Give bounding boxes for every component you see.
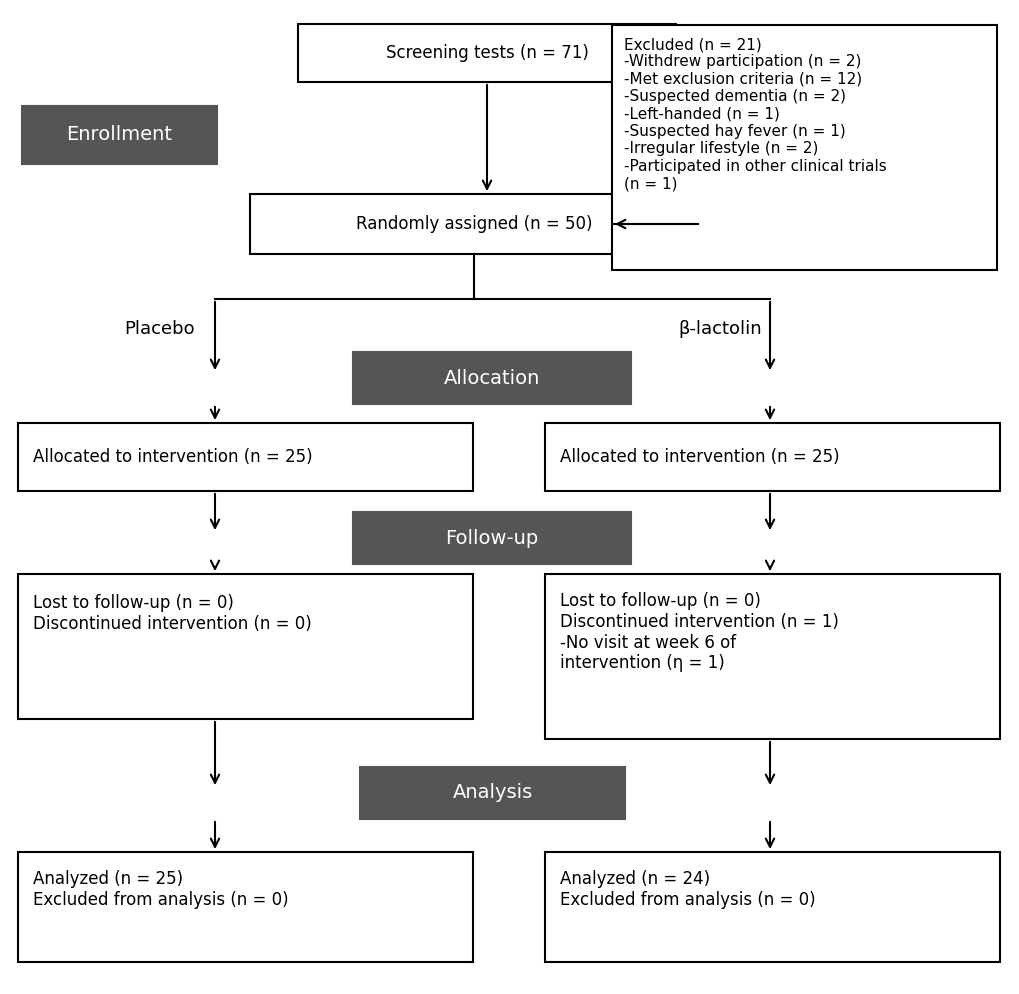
Text: Lost to follow-up (n = 0)
Discontinued intervention (n = 1)
-No visit at week 6 : Lost to follow-up (n = 0) Discontinued i… — [559, 592, 838, 672]
Bar — [544, 574, 999, 739]
Bar — [611, 25, 996, 270]
Text: Analysis: Analysis — [452, 783, 532, 802]
Bar — [18, 574, 473, 719]
Text: Lost to follow-up (n = 0)
Discontinued intervention (n = 0): Lost to follow-up (n = 0) Discontinued i… — [33, 594, 312, 633]
Bar — [544, 423, 999, 491]
Bar — [18, 852, 473, 962]
Text: Screening tests (n = 71): Screening tests (n = 71) — [385, 44, 588, 62]
Bar — [360, 767, 625, 819]
Text: Analyzed (n = 25)
Excluded from analysis (n = 0): Analyzed (n = 25) Excluded from analysis… — [33, 870, 288, 909]
Bar — [544, 852, 999, 962]
Text: Excluded (n = 21)
-Withdrew participation (n = 2)
-Met exclusion criteria (n = 1: Excluded (n = 21) -Withdrew participatio… — [624, 37, 886, 191]
Bar — [18, 423, 473, 491]
Text: Enrollment: Enrollment — [66, 125, 172, 144]
Text: Analyzed (n = 24)
Excluded from analysis (n = 0): Analyzed (n = 24) Excluded from analysis… — [559, 870, 815, 909]
Bar — [298, 24, 676, 82]
Bar — [353, 352, 631, 404]
Text: Follow-up: Follow-up — [445, 529, 538, 548]
Text: β-lactolin: β-lactolin — [678, 320, 761, 338]
Bar — [353, 512, 631, 564]
Text: Randomly assigned (n = 50): Randomly assigned (n = 50) — [356, 215, 592, 233]
Bar — [22, 106, 217, 164]
Text: Placebo: Placebo — [124, 320, 195, 338]
Bar — [250, 194, 697, 254]
Text: Allocated to intervention (n = 25): Allocated to intervention (n = 25) — [559, 448, 839, 466]
Text: Allocation: Allocation — [443, 369, 540, 388]
Text: Allocated to intervention (n = 25): Allocated to intervention (n = 25) — [33, 448, 312, 466]
